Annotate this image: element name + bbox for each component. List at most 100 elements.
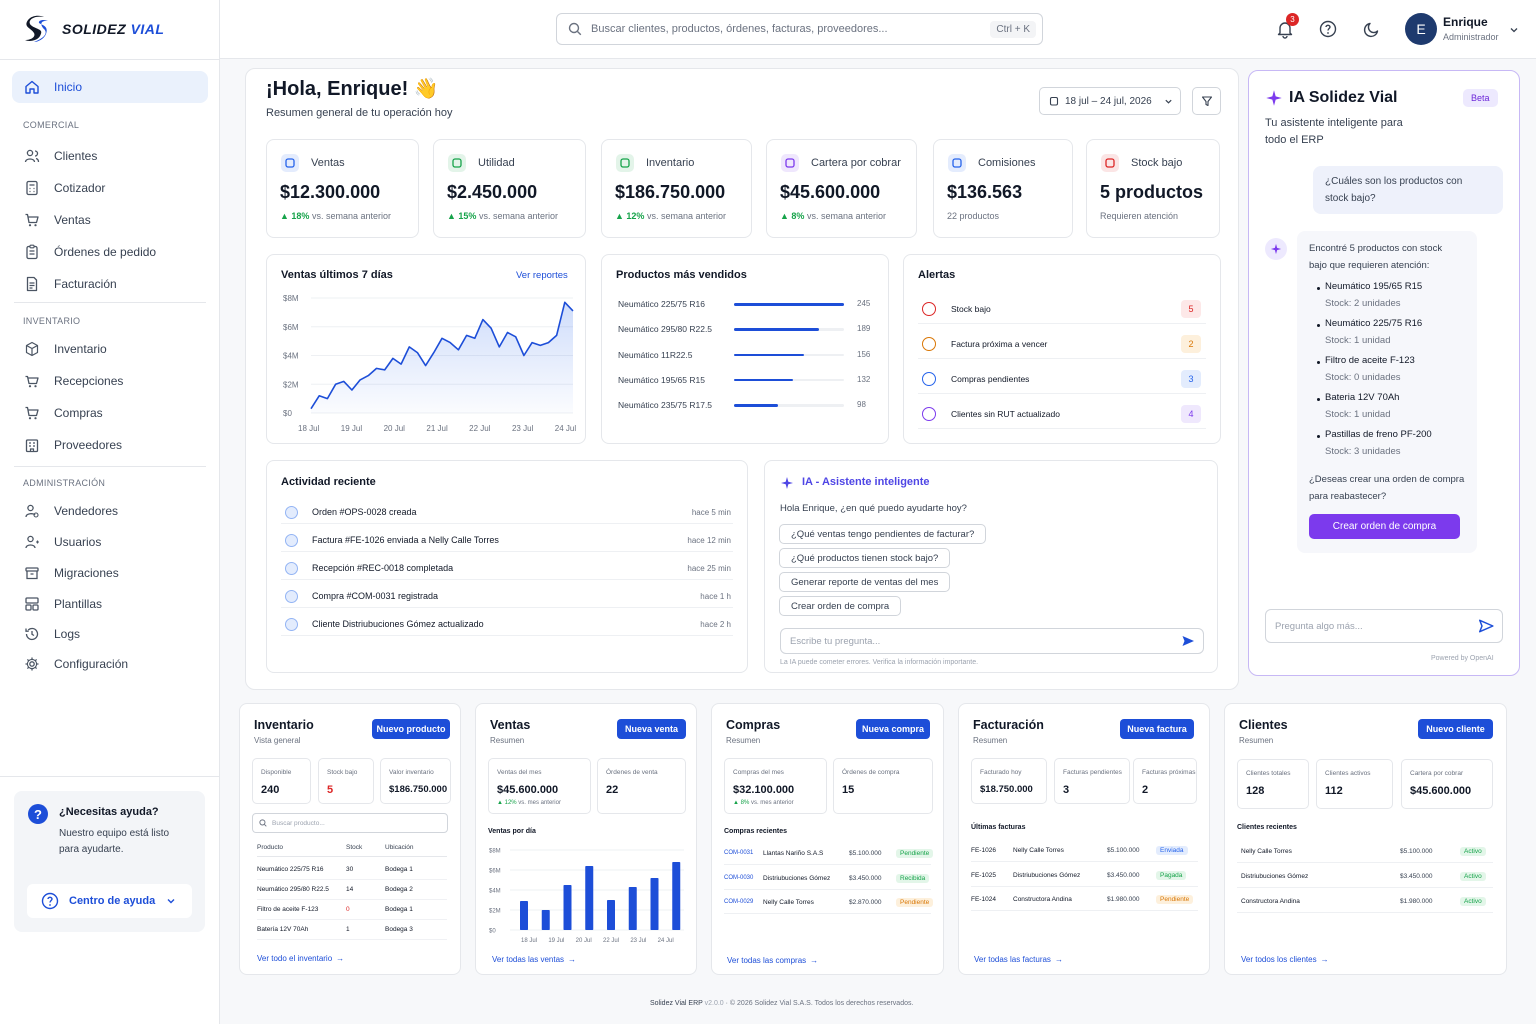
kpi-label: Comisiones (978, 157, 1036, 169)
kpi-card[interactable]: Ventas $12.300.000 ▲ 18% vs. semana anteri… (266, 139, 419, 238)
sidebar-item-configuracion[interactable]: Configuración (12, 648, 208, 680)
sidebar-item-ventas[interactable]: Ventas (12, 204, 208, 236)
sidebar-item-ordenes[interactable]: Órdenes de pedido (12, 236, 208, 268)
sidebar-item-inventario[interactable]: Inventario (12, 333, 208, 365)
x-tick-label: 20 Jul (576, 938, 592, 944)
sidebar-item-migraciones[interactable]: Migraciones (12, 557, 208, 589)
help-center-button[interactable]: Centro de ayuda (27, 884, 192, 918)
purchase-id: COM-0029 (724, 899, 754, 905)
ia-input[interactable]: Pregunta algo más... (1265, 609, 1503, 643)
purchase-row[interactable]: COM-0029 Nelly Calle Torres $2.870.000 Pend… (724, 894, 934, 914)
activity-row[interactable]: Compra #COM-0031 registrada hace 1 h (281, 586, 733, 608)
search-input[interactable]: Buscar clientes, productos, órdenes, fac… (556, 13, 1043, 45)
alert-row[interactable]: Factura próxima a vencer 2 (918, 332, 1206, 359)
notifications-button[interactable]: 3 (1275, 13, 1299, 39)
page-title: ¡Hola, Enrique! 👋 (266, 78, 439, 100)
sidebar-item-logs[interactable]: Logs (12, 618, 208, 650)
kpi-change-pct: 8% (791, 211, 805, 221)
view-clients-link[interactable]: Ver todos los clientes → (1241, 955, 1329, 964)
create-purchase-order-button[interactable]: Crear orden de compra (1309, 514, 1460, 539)
activity-icon (285, 562, 298, 575)
sidebar-item-proveedores[interactable]: Proveedores (12, 429, 208, 461)
send-icon[interactable] (1181, 634, 1195, 648)
sidebar-item-label: Usuarios (54, 535, 102, 549)
sidebar-item-inicio[interactable]: Inicio (12, 71, 208, 103)
alert-icon (922, 407, 936, 421)
card-title: Clientes (1239, 718, 1288, 732)
kpi-card[interactable]: Stock bajo 5 productos Requieren atención (1086, 139, 1220, 238)
help-button[interactable] (1319, 20, 1337, 38)
link-label: Ver todas las ventas (492, 955, 565, 964)
suggestion-chip[interactable]: Generar reporte de ventas del mes (779, 572, 951, 592)
new-invoice-button[interactable]: Nueva factura (1120, 719, 1194, 739)
sidebar-item-label: Clientes (54, 149, 98, 163)
kpi-card[interactable]: Cartera por cobrar $45.600.000 ▲ 8% vs. se… (766, 139, 917, 238)
new-purchase-button[interactable]: Nueva compra (856, 719, 930, 739)
alert-row[interactable]: Clientes sin RUT actualizado 4 (918, 402, 1206, 429)
invoice-row[interactable]: FE-1026 Nelly Calle Torres $5.100.000 Envia… (971, 842, 1198, 862)
new-client-button[interactable]: Nuevo cliente (1418, 719, 1493, 739)
client-row[interactable]: Constructora Andina $1.980.000 Activo (1237, 893, 1493, 913)
arrow-right-icon: → (336, 954, 345, 963)
sidebar-item-plantillas[interactable]: Plantillas (12, 588, 208, 620)
new-product-button[interactable]: Nuevo producto (372, 719, 450, 739)
assistant-greeting: Hola Enrique, ¿en qué puedo ayudarte hoy… (780, 503, 967, 514)
sidebar-item-clientes[interactable]: Clientes (12, 140, 208, 172)
chevron-down-icon[interactable] (1509, 25, 1519, 35)
avatar[interactable]: E (1405, 13, 1437, 45)
sidebar-item-compras[interactable]: Compras (12, 397, 208, 429)
sidebar-item-facturacion[interactable]: Facturación (12, 268, 208, 300)
sidebar-item-label: Órdenes de pedido (54, 245, 157, 259)
date-range-picker[interactable]: 18 jul – 24 jul, 2026 (1039, 87, 1181, 115)
sidebar-item-usuarios[interactable]: Usuarios (12, 526, 208, 558)
stat-label: Órdenes de venta (606, 769, 658, 776)
invoice-row[interactable]: FE-1025 Distriubuciones Gómez $3.450.000 Pa… (971, 867, 1198, 887)
view-invoices-link[interactable]: Ver todas las facturas → (974, 955, 1063, 964)
theme-toggle[interactable] (1363, 20, 1381, 38)
brand-logo[interactable]: SOLIDEZ VIAL (22, 14, 164, 44)
invoice-id: FE-1025 (971, 871, 996, 879)
send-icon[interactable] (1478, 618, 1494, 634)
view-inventory-link[interactable]: Ver todo el inventario → (257, 954, 344, 963)
sales-chart-card: Ventas últimos 7 días Ver reportes $8M $6… (266, 254, 586, 444)
new-sale-button[interactable]: Nueva venta (617, 719, 686, 739)
view-purchases-link[interactable]: Ver todas las compras → (727, 956, 818, 965)
purchase-row[interactable]: COM-0031 Llantas Nariño S.A.S $5.100.000 Pe… (724, 845, 934, 865)
sidebar-item-recepciones[interactable]: Recepciones (12, 365, 208, 397)
low-stock-item-stock: Stock: 1 unidad (1325, 409, 1391, 420)
stat-change: ▲ 8% vs. mes anterior (733, 800, 794, 806)
activity-row[interactable]: Orden #OPS-0028 creada hace 5 min (281, 502, 733, 524)
reports-link[interactable]: Ver reportes (516, 270, 568, 281)
sidebar-item-cotizador[interactable]: Cotizador (12, 172, 208, 204)
x-tick-label: 20 Jul (384, 424, 406, 433)
purchase-row[interactable]: COM-0030 Distriubuciones Gómez $3.450.000 R… (724, 870, 931, 890)
assistant-input[interactable]: Escribe tu pregunta... (780, 628, 1204, 654)
stat-disponible: Disponible 240 (252, 758, 311, 804)
activity-row[interactable]: Cliente Distriubuciones Gómez actualizad… (281, 614, 733, 636)
invoice-row[interactable]: FE-1024 Constructora Andina $1.980.000 Pend… (971, 891, 1198, 911)
alert-row[interactable]: Stock bajo 5 (918, 297, 1206, 324)
stat-value: 240 (261, 784, 280, 796)
client-row[interactable]: Distriubuciones Gómez $3.450.000 Activo (1237, 868, 1493, 888)
suggestion-chip[interactable]: Crear orden de compra (779, 596, 902, 616)
y-tick-label: $4M (489, 889, 501, 895)
sidebar-item-vendedores[interactable]: Vendedores (12, 495, 208, 527)
kpi-card[interactable]: Inventario $186.750.000 ▲ 12% vs. semana a… (601, 139, 752, 238)
kpi-card[interactable]: Comisiones $136.563 22 productos (933, 139, 1073, 238)
suggestion-chip[interactable]: ¿Qué productos tienen stock bajo? (779, 548, 951, 568)
status-badge: Pagada (1156, 870, 1187, 880)
activity-row[interactable]: Factura #FE-1026 enviada a Nelly Calle T… (281, 530, 733, 552)
activity-row[interactable]: Recepción #REC-0018 completada hace 25 mi… (281, 558, 733, 580)
kpi-card[interactable]: Utilidad $2.450.000 ▲ 15% vs. semana anter… (433, 139, 586, 238)
client-row[interactable]: Nelly Calle Torres $5.100.000 Activo (1237, 843, 1493, 863)
kpi-change-note: 22 productos (947, 211, 1000, 221)
purchase-supplier: Nelly Calle Torres (763, 899, 814, 906)
alert-row[interactable]: Compras pendientes 3 (918, 367, 1206, 394)
user-name[interactable]: Enrique (1443, 15, 1488, 29)
filter-button[interactable] (1192, 87, 1221, 115)
view-sales-link[interactable]: Ver todas las ventas → (492, 955, 576, 964)
suggestion-chip[interactable]: ¿Qué ventas tengo pendientes de facturar… (779, 524, 987, 544)
product-search-input[interactable]: Buscar producto... (252, 813, 448, 833)
help-text: Nuestro equipo está listo (59, 828, 170, 839)
invoice-id: FE-1026 (971, 847, 996, 854)
